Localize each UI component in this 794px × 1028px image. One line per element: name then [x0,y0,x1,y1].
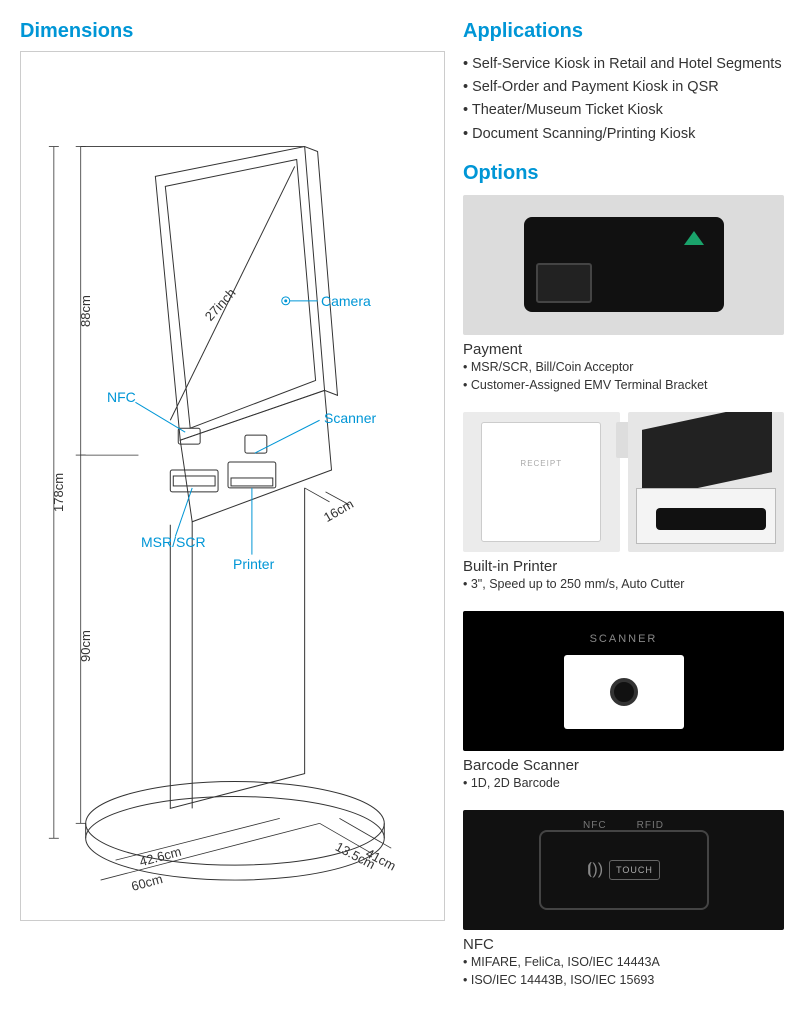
option-payment: Payment MSR/SCR, Bill/Coin Acceptor Cust… [463,195,784,394]
option-scanner: SCANNER Barcode Scanner 1D, 2D Barcode [463,611,784,792]
printer-image-closed: RECEIPT [463,412,620,552]
app-item: Theater/Museum Ticket Kiosk [463,99,784,122]
app-item: Self-Service Kiosk in Retail and Hotel S… [463,53,784,76]
printer-line: 3", Speed up to 250 mm/s, Auto Cutter [463,575,784,593]
payment-title: Payment [463,341,784,358]
applications-list: Self-Service Kiosk in Retail and Hotel S… [463,53,784,146]
dimensions-diagram: 178cm 88cm 90cm 27inch 16cm 42.6cm 60cm … [20,51,445,921]
dimensions-column: Dimensions [20,20,445,1008]
app-item: Self-Order and Payment Kiosk in QSR [463,76,784,99]
callout-nfc: NFC [107,389,136,405]
nfc-touch-label: TOUCH [609,860,660,880]
printer-title: Built-in Printer [463,558,784,575]
kiosk-line-drawing [21,52,444,918]
info-column: Applications Self-Service Kiosk in Retai… [463,20,784,1008]
nfc-line: MIFARE, FeliCa, ISO/IEC 14443A [463,953,784,971]
scanner-image: SCANNER [463,611,784,751]
payment-line: Customer-Assigned EMV Terminal Bracket [463,376,784,394]
app-item: Document Scanning/Printing Kiosk [463,123,784,146]
nfc-waves-icon: ⦗)) [587,861,603,879]
dim-total-height: 178cm [51,473,66,512]
rfid-top-label: RFID [637,820,664,831]
dim-upper-height: 88cm [78,295,93,327]
option-nfc: NFC RFID ⦗)) TOUCH NFC MIFARE, FeliCa, I… [463,810,784,989]
printer-image-open [628,412,785,552]
applications-title: Applications [463,20,784,43]
nfc-image: NFC RFID ⦗)) TOUCH [463,810,784,930]
payment-image [463,195,784,335]
dim-lower-height: 90cm [78,630,93,662]
option-printer: RECEIPT Built-in Printer 3", Speed up to… [463,412,784,593]
scanner-overlay-label: SCANNER [590,633,658,645]
nfc-title: NFC [463,936,784,953]
nfc-top-label: NFC [583,820,607,831]
options-title: Options [463,162,784,185]
callout-camera: Camera [321,293,371,309]
nfc-line: ISO/IEC 14443B, ISO/IEC 15693 [463,971,784,989]
callout-msr: MSR/SCR [141,534,206,550]
callout-scanner: Scanner [324,410,376,426]
callout-printer: Printer [233,556,274,572]
dimensions-title: Dimensions [20,20,445,43]
scanner-title: Barcode Scanner [463,757,784,774]
receipt-label: RECEIPT [520,459,562,468]
payment-line: MSR/SCR, Bill/Coin Acceptor [463,358,784,376]
scanner-line: 1D, 2D Barcode [463,774,784,792]
